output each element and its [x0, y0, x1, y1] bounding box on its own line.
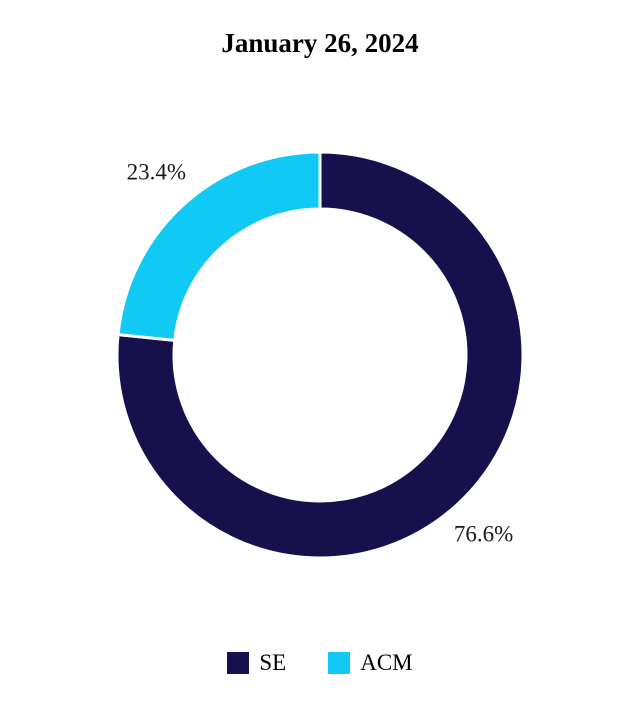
slice-label-se: 76.6%	[454, 521, 513, 546]
chart-title: January 26, 2024	[221, 28, 419, 58]
slice-label-acm: 23.4%	[127, 159, 186, 184]
legend-swatch-acm	[328, 652, 351, 674]
legend-label-se: SE	[259, 650, 287, 675]
legend-label-acm: ACM	[360, 650, 413, 675]
legend-item-acm: ACM	[328, 650, 413, 676]
legend-item-se: SE	[227, 650, 286, 676]
slice-acm	[116, 150, 322, 342]
slice-se	[115, 150, 525, 560]
chart-legend: SE ACM	[0, 650, 640, 676]
legend-swatch-se	[227, 652, 250, 674]
